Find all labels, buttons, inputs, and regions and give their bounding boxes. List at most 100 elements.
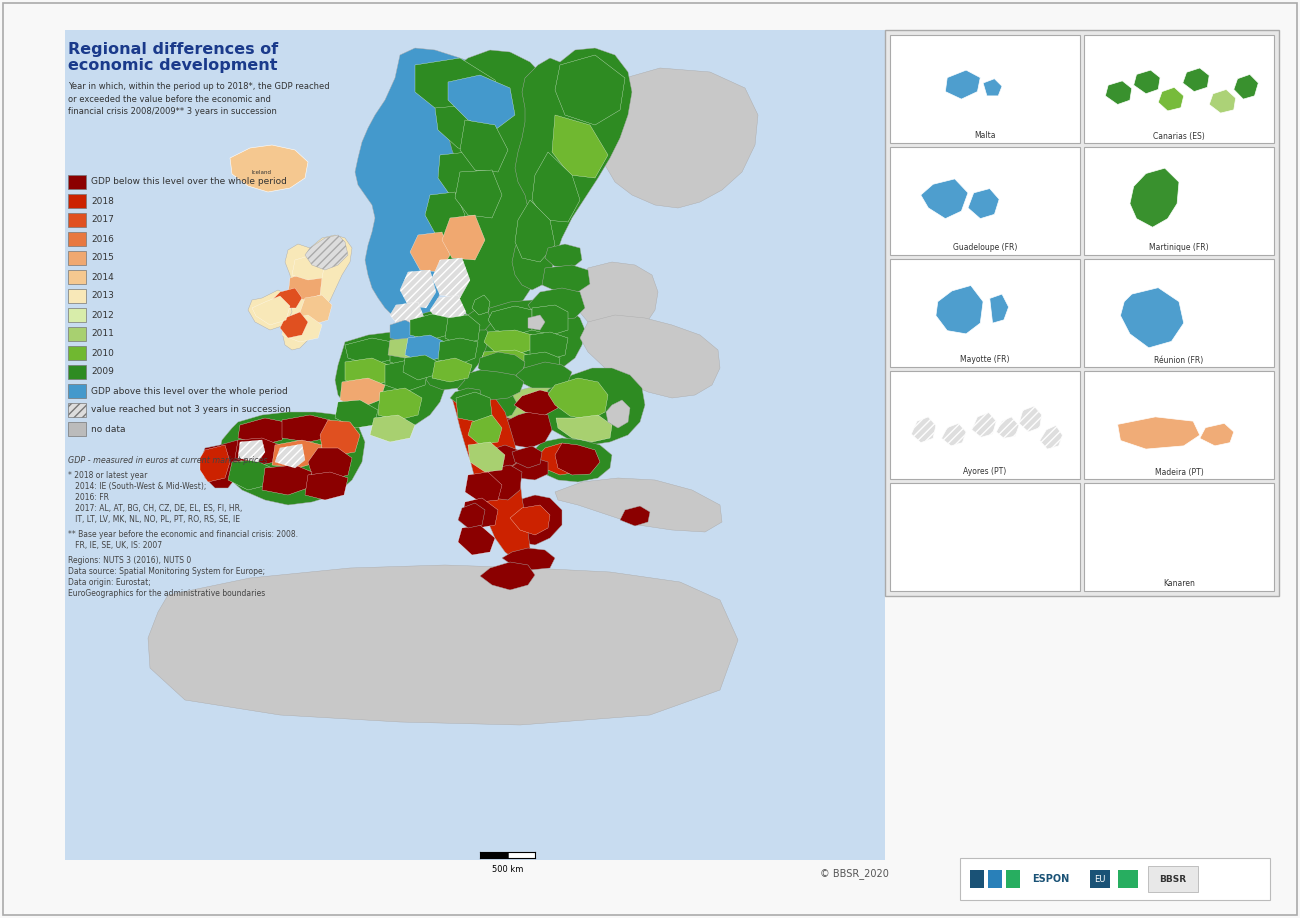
Polygon shape [542, 265, 590, 292]
Polygon shape [276, 444, 305, 468]
Polygon shape [462, 498, 498, 528]
Polygon shape [292, 255, 325, 280]
Text: Martinique (FR): Martinique (FR) [1149, 243, 1209, 252]
Text: 2010: 2010 [91, 349, 114, 357]
Polygon shape [355, 48, 536, 335]
Polygon shape [282, 315, 322, 342]
Bar [68, 346, 86, 360]
Text: FR, IE, SE, UK, IS: 2007: FR, IE, SE, UK, IS: 2007 [68, 541, 162, 550]
Polygon shape [306, 235, 348, 270]
Polygon shape [502, 548, 555, 570]
Text: Data source: Spatial Monitoring System for Europe;: Data source: Spatial Monitoring System f… [68, 567, 265, 576]
Polygon shape [460, 120, 508, 172]
Polygon shape [263, 465, 312, 495]
Bar [891, 147, 1080, 255]
Text: economic development: economic development [68, 58, 277, 73]
Polygon shape [410, 314, 450, 340]
Polygon shape [555, 443, 601, 475]
Text: ** Base year before the economic and financial crisis: 2008.: ** Base year before the economic and fin… [68, 530, 298, 539]
Polygon shape [491, 385, 575, 424]
Text: 2015: 2015 [91, 253, 114, 263]
Bar [68, 232, 86, 246]
Text: Data origin: Eurostat;: Data origin: Eurostat; [68, 578, 151, 587]
Text: EU: EU [1095, 875, 1106, 883]
Polygon shape [606, 400, 630, 428]
Bar [1006, 870, 1021, 888]
Polygon shape [482, 445, 517, 468]
Polygon shape [468, 415, 502, 445]
Polygon shape [235, 438, 280, 466]
Polygon shape [500, 495, 562, 545]
Polygon shape [1105, 81, 1132, 105]
Bar [68, 270, 86, 284]
Bar [507, 852, 536, 858]
Bar [480, 852, 507, 858]
Text: GDP below this level over the whole period: GDP below this level over the whole peri… [91, 177, 287, 186]
Text: 2011: 2011 [91, 330, 114, 339]
Text: BBSR: BBSR [1160, 875, 1187, 883]
Text: Year in which, within the period up to 2018*, the GDP reached
or exceeded the va: Year in which, within the period up to 2… [68, 82, 330, 116]
Text: IT, LT, LV, MK, NL, NO, PL, PT, RO, RS, SE, IE: IT, LT, LV, MK, NL, NO, PL, PT, RO, RS, … [68, 515, 240, 524]
Polygon shape [450, 388, 482, 406]
Polygon shape [524, 352, 560, 378]
Polygon shape [1183, 68, 1209, 92]
Polygon shape [465, 308, 491, 330]
Polygon shape [344, 358, 387, 388]
Polygon shape [598, 68, 758, 208]
Polygon shape [989, 294, 1009, 323]
Text: Iceland: Iceland [252, 170, 272, 174]
Polygon shape [936, 285, 983, 334]
Polygon shape [148, 565, 738, 725]
Polygon shape [1158, 87, 1184, 111]
Polygon shape [510, 505, 550, 535]
Polygon shape [549, 378, 608, 420]
Text: 2014: IE (South-West & Mid-West);: 2014: IE (South-West & Mid-West); [68, 482, 207, 491]
Polygon shape [580, 315, 720, 398]
Polygon shape [425, 192, 465, 235]
Polygon shape [406, 335, 445, 362]
Text: 2012: 2012 [91, 310, 114, 319]
Polygon shape [455, 170, 502, 218]
Polygon shape [272, 288, 302, 308]
Bar [68, 422, 86, 436]
Polygon shape [390, 320, 415, 342]
Polygon shape [432, 258, 471, 298]
Polygon shape [532, 305, 568, 335]
Polygon shape [248, 290, 292, 330]
Polygon shape [387, 338, 422, 358]
Bar [1084, 147, 1274, 255]
Polygon shape [230, 145, 308, 192]
Bar [891, 259, 1080, 367]
Text: Réunion (FR): Réunion (FR) [1154, 355, 1204, 364]
Polygon shape [252, 296, 290, 325]
Bar [68, 327, 86, 341]
Polygon shape [390, 302, 425, 330]
Bar [959, 858, 1270, 900]
Polygon shape [425, 368, 465, 390]
Polygon shape [465, 472, 502, 502]
Polygon shape [480, 562, 536, 590]
Polygon shape [430, 295, 465, 325]
Polygon shape [514, 390, 558, 415]
Polygon shape [442, 215, 485, 260]
Polygon shape [289, 272, 322, 300]
Polygon shape [227, 460, 272, 490]
Polygon shape [344, 338, 393, 365]
Polygon shape [200, 440, 242, 488]
Polygon shape [415, 348, 432, 365]
Text: Mayotte (FR): Mayotte (FR) [961, 355, 1010, 364]
Bar [68, 251, 86, 265]
Polygon shape [298, 295, 332, 325]
Polygon shape [458, 525, 495, 555]
Polygon shape [945, 70, 980, 99]
Bar [891, 371, 1080, 479]
Text: value reached but not 3 years in succession: value reached but not 3 years in success… [91, 406, 291, 415]
Bar [68, 175, 86, 189]
Polygon shape [472, 295, 490, 315]
Polygon shape [482, 465, 523, 500]
Polygon shape [390, 338, 432, 368]
Bar [68, 289, 86, 303]
Bar [1084, 35, 1274, 143]
Polygon shape [200, 445, 230, 482]
Polygon shape [471, 415, 517, 448]
